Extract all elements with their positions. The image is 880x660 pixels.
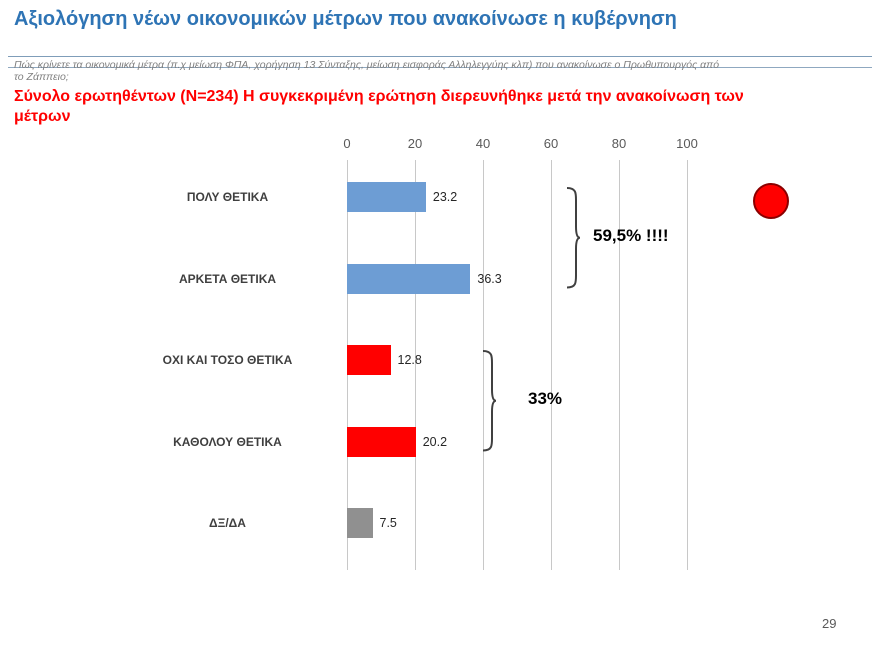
x-gridline xyxy=(551,160,552,570)
x-tick-label: 60 xyxy=(543,136,559,151)
category-label: ΟΧΙ ΚΑΙ ΤΟΣΟ ΘΕΤΙΚΑ xyxy=(162,353,293,367)
x-tick-label: 40 xyxy=(475,136,491,151)
survey-question-line-2: το Ζάππειο; xyxy=(14,71,69,83)
group-brace xyxy=(481,350,497,452)
page-number: 29 xyxy=(822,616,837,631)
x-gridline xyxy=(687,160,688,570)
annotation-label: 59,5% !!!! xyxy=(593,225,669,245)
subtitle-strike-line xyxy=(8,67,872,68)
annotation-label: 33% xyxy=(528,388,563,408)
x-tick-label: 80 xyxy=(611,136,627,151)
value-label: 7.5 xyxy=(379,516,397,530)
category-label: ΚΑΘΟΛΟΥ ΘΕΤΙΚΑ xyxy=(173,434,282,449)
sample-note-line-1: Σύνολο ερωτηθέντων (N=234) Η συγκεκριμέν… xyxy=(14,88,744,105)
bar xyxy=(347,182,426,212)
brace-icon xyxy=(566,187,581,289)
x-gridline xyxy=(483,160,484,570)
category-label: ΠΟΛΥ ΘΕΤΙΚΑ xyxy=(186,190,269,204)
survey-question-text: Πώς κρίνετε τα οικονομικά μέτρα (π.χ μεί… xyxy=(14,59,872,83)
bar xyxy=(347,508,373,538)
x-tick-label: 0 xyxy=(343,136,351,151)
x-gridline xyxy=(415,160,416,570)
value-label: 12.8 xyxy=(397,353,422,367)
group-brace xyxy=(565,187,581,289)
sample-note-line-2: μέτρων xyxy=(14,108,71,125)
sample-note: Σύνολο ερωτηθέντων (N=234) Η συγκεκριμέν… xyxy=(14,87,854,127)
category-label: ΑΡΚΕΤΑ ΘΕΤΙΚΑ xyxy=(178,271,277,286)
category-label: ΔΞ/ΔΑ xyxy=(209,516,246,530)
slide-title: Αξιολόγηση νέων οικονομικών μέτρων που α… xyxy=(14,8,677,30)
bar xyxy=(347,426,416,457)
value-label: 23.2 xyxy=(432,190,458,204)
bar xyxy=(347,345,391,375)
x-tick-label: 20 xyxy=(407,136,423,151)
brace-icon xyxy=(482,350,497,452)
red-circle-marker xyxy=(753,183,789,219)
survey-question-line-1: Πώς κρίνετε τα οικονομικά μέτρα (π.χ μεί… xyxy=(14,59,720,71)
value-label: 20.2 xyxy=(422,434,448,449)
title-divider xyxy=(8,56,872,57)
bar xyxy=(347,263,471,294)
value-label: 36.3 xyxy=(477,271,502,286)
x-tick-label: 100 xyxy=(676,136,698,151)
x-gridline xyxy=(619,160,620,570)
